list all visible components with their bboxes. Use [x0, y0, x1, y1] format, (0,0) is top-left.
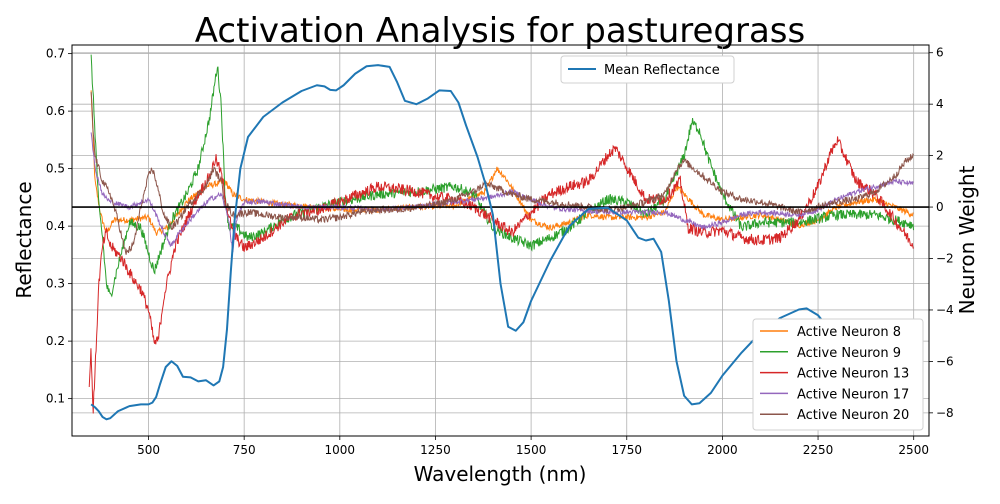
x-tick-label: 2500	[898, 443, 929, 457]
legend-neurons: Active Neuron 8 Active Neuron 9 Active Neu…	[752, 318, 924, 431]
plot-frame	[71, 44, 930, 437]
y-right-tick-label: 6	[936, 46, 944, 60]
y-left-tick-label: 0.4	[46, 219, 65, 233]
y-left-tick-label: 0.7	[46, 47, 65, 61]
legend-neurons-box	[752, 318, 924, 431]
legend-entry: Active Neuron 8	[797, 325, 901, 340]
chart-title: Activation Analysis for pasturegrass	[195, 11, 805, 51]
y-right-tick-label: 0	[936, 200, 944, 214]
legend-entry: Active Neuron 17	[797, 387, 909, 402]
legend-entry: Active Neuron 9	[797, 346, 901, 361]
plot-lines	[72, 54, 929, 421]
y-right-tick-label: −4	[936, 303, 954, 317]
mean-reflectance-line	[90, 64, 839, 421]
x-tick-label: 500	[137, 443, 160, 457]
x-tick-label: 2000	[707, 443, 738, 457]
x-tick-label: 1750	[611, 443, 642, 457]
plot-area	[72, 54, 929, 421]
y-left-tick-label: 0.3	[46, 277, 65, 291]
y-axis-right: −8 −6 −4 −2 0 2 4 6	[929, 46, 954, 420]
y-axis-left: 0.1 0.2 0.3 0.4 0.5 0.6 0.7	[46, 47, 72, 406]
y-left-tick-label: 0.5	[46, 162, 65, 176]
x-tick-label: 1250	[420, 443, 451, 457]
y-axis-left-label: Reflectance	[12, 181, 36, 298]
y-axis-right-label: Neuron Weight	[955, 166, 979, 315]
x-tick-label: 1500	[516, 443, 547, 457]
x-tick-label: 2250	[803, 443, 834, 457]
legend-entry: Active Neuron 13	[797, 367, 909, 382]
x-axis-label: Wavelength (nm)	[414, 462, 587, 486]
x-tick-label: 750	[233, 443, 256, 457]
x-tick-label: 1000	[325, 443, 356, 457]
series-line	[90, 132, 914, 253]
series-line	[90, 90, 914, 236]
legend-mean-box	[560, 55, 735, 84]
y-right-tick-label: −8	[936, 406, 954, 420]
y-right-tick-label: −6	[936, 354, 954, 368]
y-left-tick-label: 0.2	[46, 334, 65, 348]
series-line	[90, 92, 914, 255]
legend-entry: Mean Reflectance	[604, 63, 720, 78]
y-right-tick-label: 4	[936, 97, 944, 111]
y-left-tick-label: 0.1	[46, 392, 65, 406]
x-axis: 500 750 1000 1250 1500 1750 2000 2250 2500	[137, 436, 929, 457]
series-line	[90, 54, 915, 298]
legend-mean: Mean Reflectance	[560, 55, 735, 84]
y-right-tick-label: −2	[936, 252, 954, 266]
y-right-tick-label: 2	[936, 149, 944, 163]
y-left-tick-label: 0.6	[46, 104, 65, 118]
legend-entry: Active Neuron 20	[797, 408, 909, 423]
